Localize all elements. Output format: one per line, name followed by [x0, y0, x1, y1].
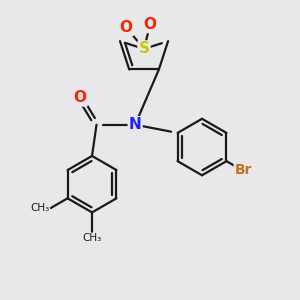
- Text: O: O: [120, 20, 133, 35]
- Text: O: O: [74, 91, 87, 106]
- Text: Br: Br: [235, 163, 252, 177]
- Text: O: O: [143, 17, 157, 32]
- Text: CH₃: CH₃: [82, 233, 102, 243]
- Text: N: N: [129, 117, 142, 132]
- Text: CH₃: CH₃: [30, 203, 50, 213]
- Text: S: S: [139, 41, 150, 56]
